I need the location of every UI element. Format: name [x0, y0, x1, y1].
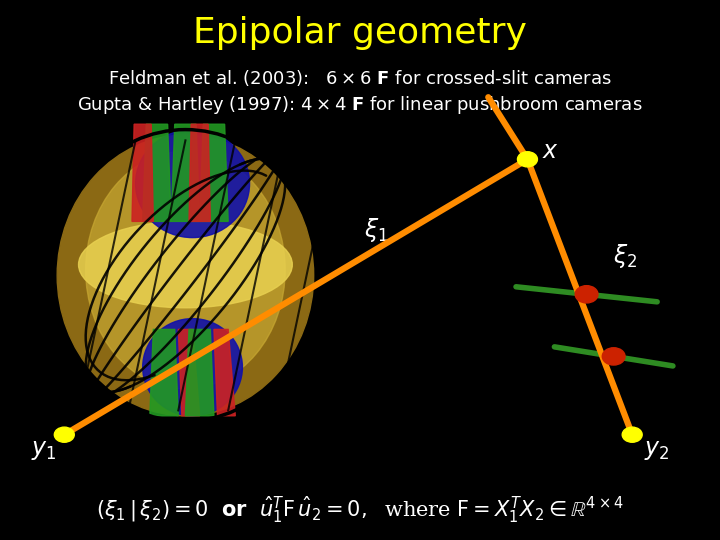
Circle shape	[54, 427, 74, 442]
Polygon shape	[186, 329, 214, 416]
Polygon shape	[179, 329, 199, 416]
Polygon shape	[143, 124, 171, 221]
Ellipse shape	[143, 319, 243, 416]
Text: $\xi_1$: $\xi_1$	[364, 215, 387, 244]
Polygon shape	[132, 124, 153, 221]
Polygon shape	[171, 124, 199, 221]
Circle shape	[575, 286, 598, 303]
Ellipse shape	[86, 151, 285, 389]
Ellipse shape	[57, 135, 314, 416]
Text: $\xi_2$: $\xi_2$	[613, 242, 637, 271]
Polygon shape	[189, 124, 210, 221]
Ellipse shape	[78, 221, 292, 308]
Text: Gupta & Hartley (1997): $4\times4$ $\mathbf{F}$ for linear pushbroom cameras: Gupta & Hartley (1997): $4\times4$ $\mat…	[77, 94, 643, 117]
Circle shape	[602, 348, 625, 365]
Polygon shape	[199, 124, 228, 221]
Text: $y_2$: $y_2$	[644, 440, 669, 462]
Text: Epipolar geometry: Epipolar geometry	[193, 16, 527, 50]
Circle shape	[622, 427, 642, 442]
Ellipse shape	[135, 130, 250, 238]
Text: $y_1$: $y_1$	[31, 440, 56, 462]
Polygon shape	[214, 329, 235, 416]
Text: $\mathit{x}$: $\mathit{x}$	[541, 140, 559, 163]
Circle shape	[518, 152, 537, 167]
Text: $(\xi_1\,|\,\xi_2) = 0$  $\mathbf{or}$  $\hat{u}_1^{T}\mathrm{F}\,\hat{u}_2 = 0,: $(\xi_1\,|\,\xi_2) = 0$ $\mathbf{or}$ $\…	[96, 495, 624, 526]
Text: Feldman et al. (2003):   $6\times6$ $\mathbf{F}$ for crossed-slit cameras: Feldman et al. (2003): $6\times6$ $\math…	[108, 68, 612, 87]
Polygon shape	[150, 329, 179, 416]
